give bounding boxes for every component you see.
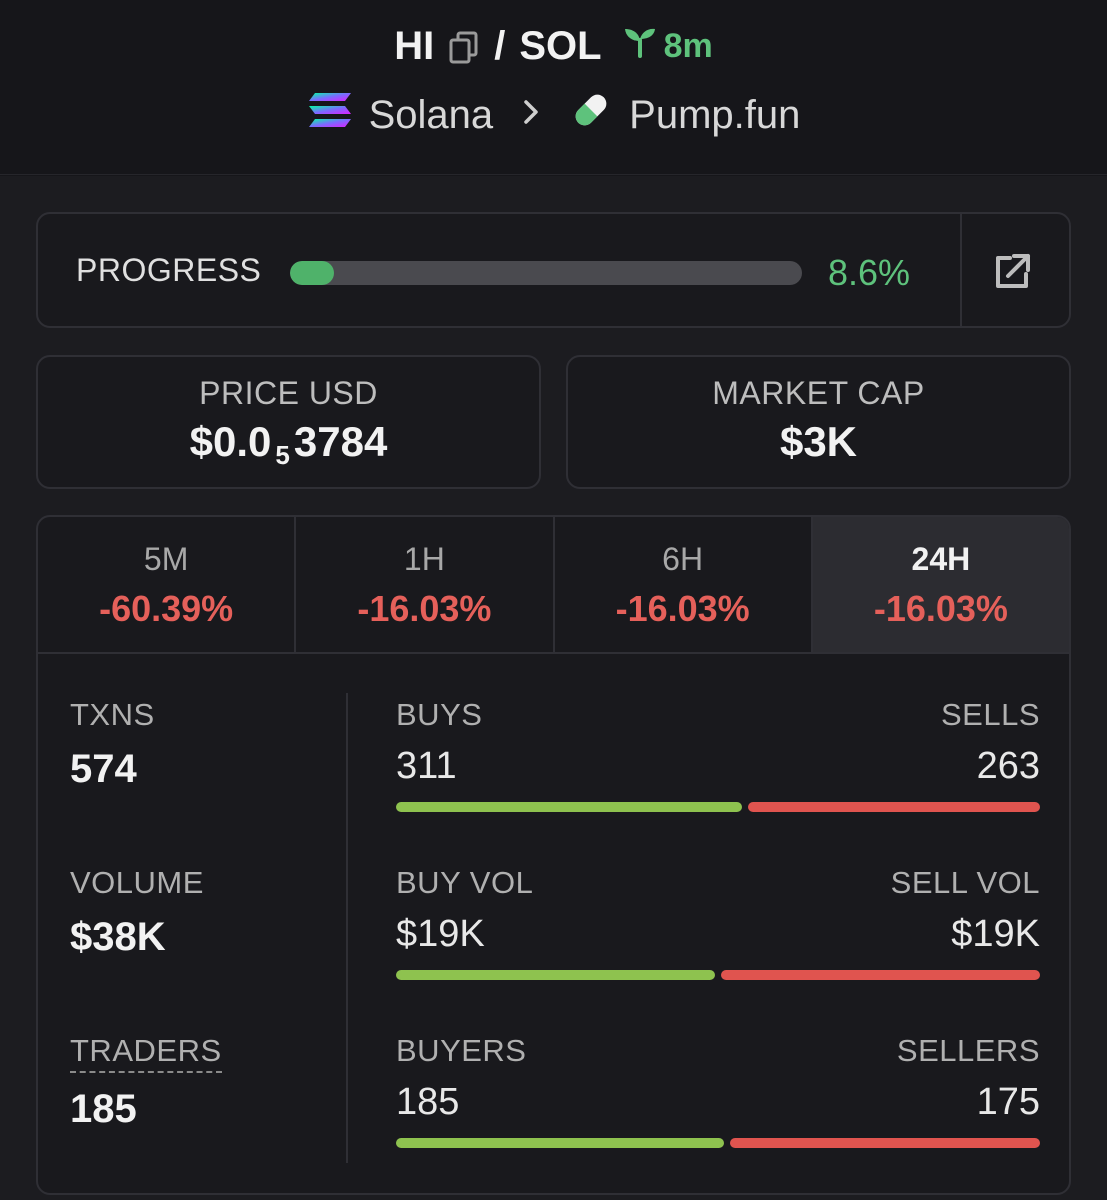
- copy-icon[interactable]: [448, 30, 480, 64]
- seedling-icon: [622, 26, 658, 67]
- chain-link[interactable]: Solana: [368, 92, 494, 137]
- price-zero-count: 5: [275, 440, 290, 470]
- buy-bar: [396, 802, 743, 812]
- tab-6h[interactable]: 6H -16.03%: [555, 517, 813, 652]
- buys-value: 311: [396, 745, 457, 787]
- buys-label: BUYS: [396, 697, 483, 732]
- volume-value: $38K: [70, 915, 166, 959]
- tab-label: 5M: [143, 541, 189, 577]
- buy-sell-ratio-bar: [396, 970, 1040, 980]
- traders-metric: TRADERS 185: [70, 1033, 222, 1132]
- price-usd-label: PRICE USD: [199, 375, 378, 411]
- progress-track: [290, 261, 802, 285]
- sellers-label: SELLERS: [896, 1033, 1040, 1068]
- price-prefix: $0.0: [189, 418, 272, 465]
- tab-1h[interactable]: 1H -16.03%: [296, 517, 555, 652]
- sellers-value: 175: [976, 1081, 1040, 1123]
- token-symbol: HI: [394, 24, 435, 68]
- tab-change: -16.03%: [357, 588, 492, 629]
- txns-value: 574: [70, 747, 137, 791]
- breadcrumb: Solana Pump.fun: [0, 88, 1107, 142]
- dex-link[interactable]: Pump.fun: [629, 92, 801, 137]
- tab-24h[interactable]: 24H -16.03%: [812, 517, 1069, 652]
- sell-vol-value: $19K: [951, 913, 1040, 955]
- traders-value: 185: [70, 1087, 137, 1131]
- divider: [960, 214, 962, 326]
- pair-age-value: 8m: [663, 27, 713, 65]
- quote-symbol: SOL: [519, 24, 602, 68]
- buy-sell-ratio-bar: [396, 1138, 1040, 1148]
- sell-bar: [730, 1138, 1040, 1148]
- pair-title: HI / SOL 8m: [0, 24, 1107, 69]
- txns-label: TXNS: [70, 697, 155, 732]
- chevron-right-icon: [521, 96, 541, 135]
- price-usd-value: $0.0 53784: [38, 418, 539, 471]
- buy-sell-ratio-bar: [396, 802, 1040, 812]
- tab-change: -16.03%: [615, 588, 750, 629]
- header: HI / SOL 8m: [0, 0, 1107, 175]
- volume-label: VOLUME: [70, 865, 204, 900]
- pair-age: 8m: [622, 26, 713, 67]
- progress-label: PROGRESS: [76, 252, 262, 288]
- buyers-label: BUYERS: [396, 1033, 527, 1068]
- buy-bar: [396, 1138, 725, 1148]
- buyers-value: 185: [396, 1081, 460, 1123]
- solana-logo-icon: [307, 91, 353, 139]
- price-usd-card: PRICE USD $0.0 53784: [36, 355, 541, 489]
- bonding-progress-card: PROGRESS 8.6%: [36, 212, 1071, 328]
- buy-vol-label: BUY VOL: [396, 865, 534, 900]
- txns-split: BUYS SELLS 311 263: [396, 697, 1040, 812]
- tab-label: 1H: [403, 541, 445, 577]
- sell-bar: [721, 970, 1040, 980]
- external-link-icon[interactable]: [990, 250, 1034, 294]
- market-cap-card: MARKET CAP $3K: [566, 355, 1071, 489]
- tab-label: 6H: [662, 541, 704, 577]
- market-cap-value: $3K: [779, 418, 858, 465]
- tab-5m[interactable]: 5M -60.39%: [38, 517, 297, 652]
- volume-split: BUY VOL SELL VOL $19K $19K: [396, 865, 1040, 980]
- divider: [346, 693, 348, 1163]
- sell-vol-label: SELL VOL: [890, 865, 1040, 900]
- timeframe-tabs: 5M -60.39% 1H -16.03% 6H -16.03% 24H -16…: [38, 517, 1069, 654]
- volume-metric: VOLUME $38K: [70, 865, 204, 960]
- tab-change: -60.39%: [99, 588, 234, 629]
- stats-panel: 5M -60.39% 1H -16.03% 6H -16.03% 24H -16…: [36, 515, 1071, 1195]
- buy-bar: [396, 970, 715, 980]
- price-digits: 3784: [293, 418, 388, 465]
- sells-value: 263: [976, 745, 1040, 787]
- market-cap-label: MARKET CAP: [712, 375, 925, 411]
- traders-label-text[interactable]: TRADERS: [70, 1033, 222, 1073]
- sells-label: SELLS: [940, 697, 1040, 732]
- progress-percent: 8.6%: [828, 252, 911, 293]
- traders-label[interactable]: TRADERS: [70, 1033, 222, 1073]
- pair-separator: /: [494, 24, 506, 68]
- txns-metric: TXNS 574: [70, 697, 155, 792]
- traders-split: BUYERS SELLERS 185 175: [396, 1033, 1040, 1148]
- tab-label: 24H: [911, 541, 971, 577]
- tab-change: -16.03%: [873, 588, 1008, 629]
- sell-bar: [748, 802, 1040, 812]
- pill-icon: [569, 88, 613, 142]
- buy-vol-value: $19K: [396, 913, 485, 955]
- progress-fill: [290, 261, 335, 285]
